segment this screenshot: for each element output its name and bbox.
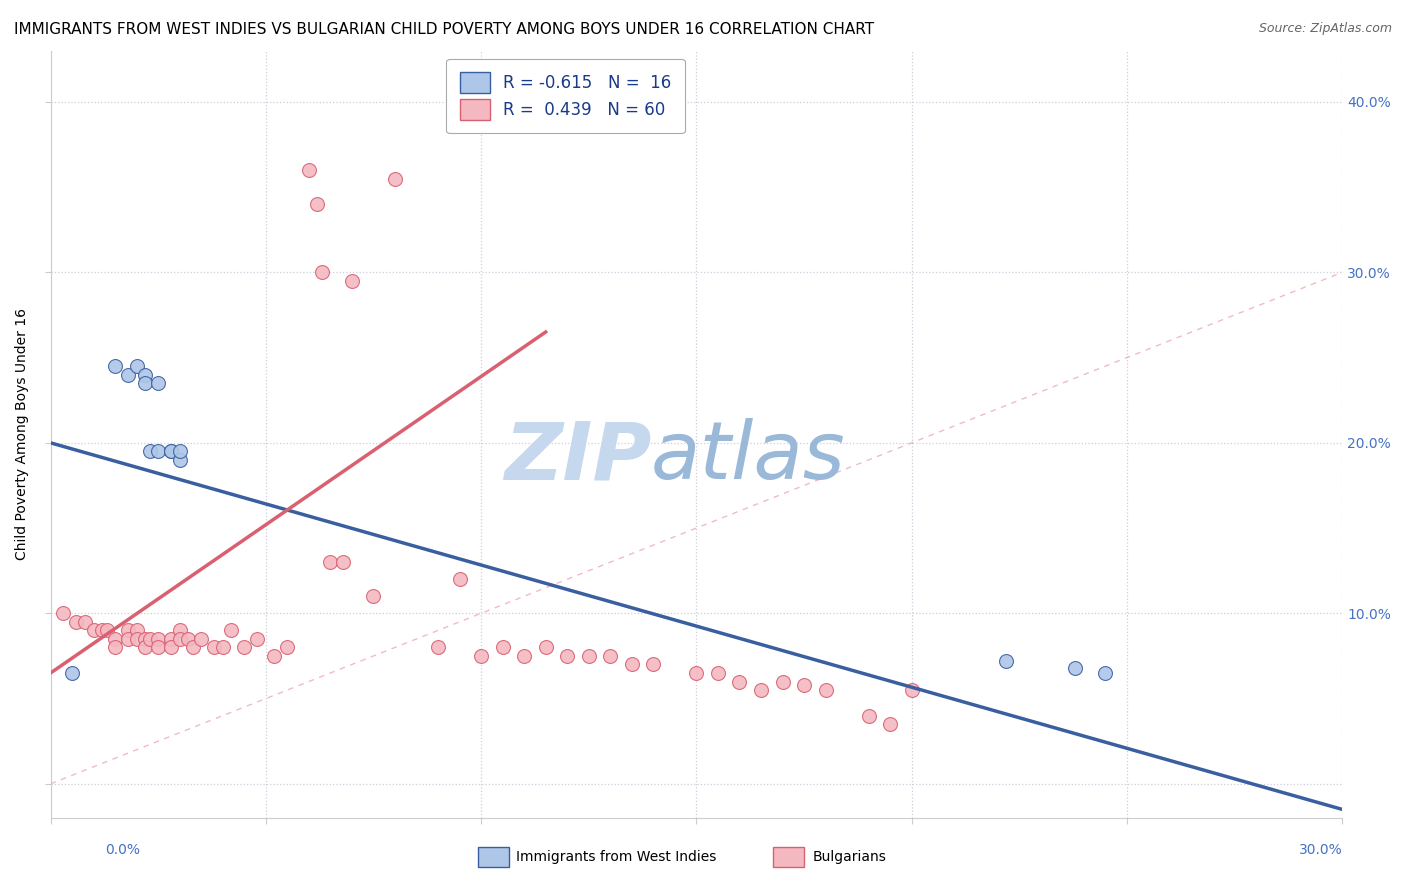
Text: 30.0%: 30.0%	[1299, 843, 1343, 857]
Point	[160, 632, 183, 646]
Point	[177, 632, 200, 646]
Text: atlas: atlas	[651, 418, 846, 496]
Point	[995, 654, 1018, 668]
Point	[60, 665, 83, 680]
Point	[190, 632, 212, 646]
Point	[449, 572, 471, 586]
Point	[276, 640, 298, 655]
Point	[146, 632, 169, 646]
Point	[427, 640, 450, 655]
Point	[470, 648, 492, 663]
Y-axis label: Child Poverty Among Boys Under 16: Child Poverty Among Boys Under 16	[15, 309, 30, 560]
Point	[134, 376, 156, 391]
Point	[134, 632, 156, 646]
Point	[125, 359, 148, 373]
Point	[814, 683, 837, 698]
Legend: R = -0.615   N =  16, R =  0.439   N = 60: R = -0.615 N = 16, R = 0.439 N = 60	[446, 59, 685, 133]
Point	[491, 640, 513, 655]
Point	[52, 607, 75, 621]
Point	[363, 589, 385, 603]
Point	[900, 683, 922, 698]
Point	[73, 615, 96, 629]
Point	[879, 717, 901, 731]
Point	[104, 359, 127, 373]
Point	[117, 368, 139, 382]
Point	[246, 632, 269, 646]
Text: ZIP: ZIP	[503, 418, 651, 496]
Point	[169, 444, 191, 458]
Text: Immigrants from West Indies: Immigrants from West Indies	[516, 850, 717, 864]
Point	[104, 632, 127, 646]
Point	[83, 624, 105, 638]
Point	[104, 640, 127, 655]
Point	[307, 197, 329, 211]
Point	[211, 640, 233, 655]
Point	[160, 444, 183, 458]
Point	[202, 640, 225, 655]
Text: Source: ZipAtlas.com: Source: ZipAtlas.com	[1258, 22, 1392, 36]
Point	[221, 624, 243, 638]
Point	[181, 640, 204, 655]
Point	[91, 624, 114, 638]
Point	[384, 171, 406, 186]
Point	[233, 640, 256, 655]
Point	[555, 648, 578, 663]
Point	[134, 368, 156, 382]
Point	[728, 674, 751, 689]
Point	[146, 640, 169, 655]
Point	[1064, 661, 1087, 675]
Point	[146, 376, 169, 391]
Point	[160, 640, 183, 655]
Text: Bulgarians: Bulgarians	[813, 850, 887, 864]
Point	[96, 624, 118, 638]
Text: 0.0%: 0.0%	[105, 843, 141, 857]
Point	[138, 632, 160, 646]
Point	[125, 624, 148, 638]
Point	[578, 648, 600, 663]
Point	[685, 665, 707, 680]
Point	[169, 632, 191, 646]
Point	[125, 632, 148, 646]
Point	[263, 648, 285, 663]
Point	[117, 632, 139, 646]
Point	[319, 555, 342, 569]
Point	[707, 665, 730, 680]
Point	[298, 163, 321, 178]
Point	[793, 678, 815, 692]
Point	[340, 274, 363, 288]
Point	[332, 555, 354, 569]
Point	[311, 265, 333, 279]
Point	[169, 453, 191, 467]
Point	[169, 624, 191, 638]
Point	[749, 683, 772, 698]
Point	[599, 648, 621, 663]
Point	[513, 648, 536, 663]
Point	[772, 674, 794, 689]
Point	[117, 624, 139, 638]
Point	[534, 640, 557, 655]
Point	[1094, 665, 1116, 680]
Point	[134, 640, 156, 655]
Point	[620, 657, 643, 672]
Point	[146, 444, 169, 458]
Text: IMMIGRANTS FROM WEST INDIES VS BULGARIAN CHILD POVERTY AMONG BOYS UNDER 16 CORRE: IMMIGRANTS FROM WEST INDIES VS BULGARIAN…	[14, 22, 875, 37]
Point	[65, 615, 87, 629]
Point	[160, 444, 183, 458]
Point	[138, 444, 160, 458]
Point	[858, 708, 880, 723]
Point	[643, 657, 665, 672]
